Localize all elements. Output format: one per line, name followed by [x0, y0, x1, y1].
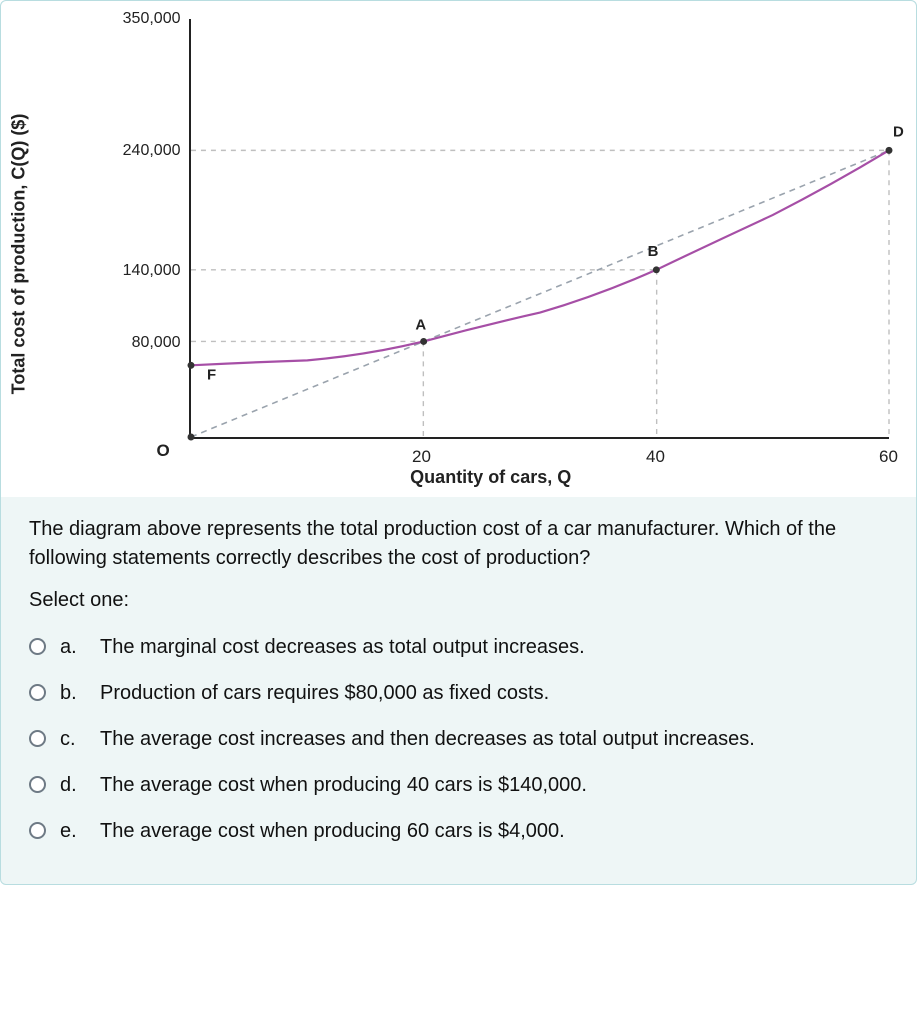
x-axis-label: Quantity of cars, Q [410, 467, 571, 488]
ytick-240000: 240,000 [123, 142, 181, 160]
question-card: Total cost of production, C(Q) ($) 350,0… [0, 0, 917, 885]
ytick-80000: 80,000 [132, 334, 181, 352]
chart-svg: F A B D [191, 19, 889, 437]
radio-b[interactable] [29, 684, 46, 701]
option-e: e. The average cost when producing 60 ca… [29, 808, 888, 854]
option-text: The marginal cost decreases as total out… [100, 633, 888, 661]
option-letter: a. [60, 633, 86, 661]
option-text: Production of cars requires $80,000 as f… [100, 679, 888, 707]
point-O [187, 434, 194, 441]
point-D [885, 147, 892, 154]
radio-e[interactable] [29, 822, 46, 839]
option-text: The average cost increases and then decr… [100, 725, 888, 753]
options-list: a. The marginal cost decreases as total … [1, 624, 916, 854]
label-B: B [647, 243, 658, 260]
option-d: d. The average cost when producing 40 ca… [29, 762, 888, 808]
radio-d[interactable] [29, 776, 46, 793]
option-c: c. The average cost increases and then d… [29, 716, 888, 762]
question-text: The diagram above represents the total p… [1, 497, 916, 581]
option-letter: d. [60, 771, 86, 799]
chart-container: Total cost of production, C(Q) ($) 350,0… [1, 1, 916, 497]
option-text: The average cost when producing 40 cars … [100, 771, 888, 799]
radio-c[interactable] [29, 730, 46, 747]
option-b: b. Production of cars requires $80,000 a… [29, 670, 888, 716]
ytick-350000: 350,000 [123, 10, 181, 28]
option-a: a. The marginal cost decreases as total … [29, 624, 888, 670]
option-letter: c. [60, 725, 86, 753]
point-A [420, 338, 427, 345]
point-B [652, 266, 659, 273]
radio-a[interactable] [29, 638, 46, 655]
point-F [187, 362, 194, 369]
xtick-60: 60 [879, 447, 898, 467]
label-F: F [206, 366, 215, 383]
cost-curve [191, 150, 889, 365]
tangent-line [191, 150, 889, 437]
option-letter: e. [60, 817, 86, 845]
chart-inner: Total cost of production, C(Q) ($) 350,0… [29, 19, 889, 489]
label-A: A [415, 317, 426, 334]
y-axis-label: Total cost of production, C(Q) ($) [8, 114, 29, 395]
ytick-140000: 140,000 [123, 262, 181, 280]
xtick-40: 40 [646, 447, 665, 467]
option-letter: b. [60, 679, 86, 707]
label-D: D [892, 123, 903, 140]
xtick-20: 20 [412, 447, 431, 467]
select-one-label: Select one: [1, 581, 916, 624]
plot-area: F A B D [189, 19, 889, 439]
option-text: The average cost when producing 60 cars … [100, 817, 888, 845]
origin-label: O [157, 441, 170, 461]
